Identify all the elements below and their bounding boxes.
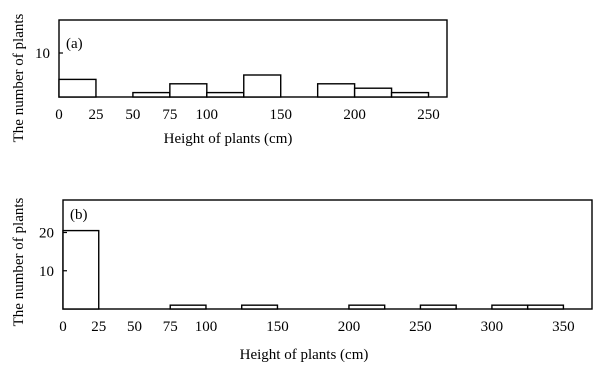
x-axis-title: Height of plants (cm) [240,347,369,363]
histogram-bar [206,91,245,98]
x-tick-label: 300 [481,319,504,335]
x-tick-label: 350 [552,319,575,335]
histogram-bar [169,304,207,310]
histogram-bar [316,83,356,98]
x-tick-label: 50 [125,107,140,123]
x-tick-label: 100 [195,319,218,335]
panel-label: (a) [66,36,83,52]
x-tick-label: 25 [88,107,103,123]
x-tick-label: 0 [59,319,67,335]
y-axis-title: The number of plants [11,13,27,142]
panel-a: 0 25 50 75 100 150 200 250 10 (a) Height of plants… [11,13,448,147]
x-tick-label: 250 [417,107,440,123]
y-tick-label: 10 [39,264,54,280]
histogram-bar [62,229,100,310]
histogram-bar [169,83,208,98]
x-tick-label: 75 [163,319,178,335]
y-tick-label: 10 [35,46,50,62]
x-tick-label: 25 [91,319,106,335]
x-tick-label: 0 [55,107,63,123]
histogram-bar [526,304,565,310]
y-axis-title: The number of plants [11,197,27,326]
histogram-bar [419,304,457,310]
x-tick-label: 75 [162,107,177,123]
x-tick-label: 150 [266,319,289,335]
x-tick-label: 100 [196,107,219,123]
x-axis-title: Height of plants (cm) [164,131,293,147]
histogram-bar [58,78,97,98]
panel-b: 0 25 50 75 100 150 200 250 300 350 10 20 (b) Height o… [11,197,593,363]
histogram-bar [132,91,171,98]
x-tick-label: 150 [269,107,292,123]
histogram-bar [491,304,529,310]
histogram-bar [243,74,282,98]
histogram-bar [353,87,393,98]
histogram-bar [390,91,430,98]
histogram-bar [348,304,386,310]
histogram-bar [241,304,279,310]
panel-label: (b) [70,207,88,223]
x-tick-label: 50 [127,319,142,335]
x-tick-label: 200 [343,107,366,123]
plot-frame [62,199,593,310]
y-tick-label: 20 [39,226,54,242]
x-tick-label: 250 [409,319,432,335]
x-tick-label: 200 [338,319,361,335]
